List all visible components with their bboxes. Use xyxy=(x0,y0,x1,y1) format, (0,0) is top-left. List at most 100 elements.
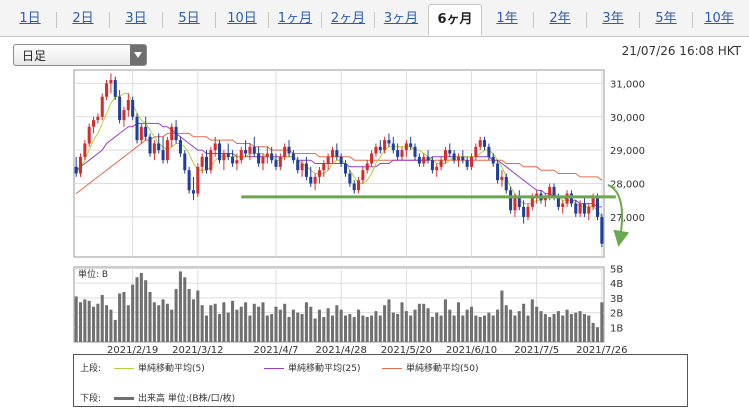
volume-bar xyxy=(209,305,213,342)
candle-body xyxy=(152,143,156,154)
candle-body xyxy=(587,206,591,214)
tab-2[interactable]: 3日 xyxy=(125,11,147,26)
candle-body xyxy=(361,170,365,181)
candle-body xyxy=(317,170,321,177)
volume-bar xyxy=(204,315,209,342)
volume-bar xyxy=(222,302,226,342)
volume-bar xyxy=(469,306,474,342)
candle-body xyxy=(430,160,434,171)
candle-body xyxy=(474,146,478,157)
volume-bar xyxy=(265,315,269,342)
volume-bar xyxy=(504,305,508,342)
tab-5[interactable]: 1ヶ月 xyxy=(277,11,313,26)
x-tick-label: 2021/3/12 xyxy=(172,345,223,356)
volume-bar xyxy=(287,317,291,342)
candle-body xyxy=(530,196,534,207)
candle-body xyxy=(226,153,230,157)
candle-body xyxy=(148,136,152,154)
tab-13[interactable]: 10年 xyxy=(704,11,734,26)
candle-body xyxy=(239,150,243,161)
candle-body xyxy=(543,196,547,201)
volume-bar xyxy=(526,315,530,342)
tab-10[interactable]: 2年 xyxy=(549,11,571,26)
candle-body xyxy=(204,156,209,171)
tab-divider xyxy=(374,12,375,28)
candle-body xyxy=(578,203,582,214)
legend-item-ma25: 単純移動平均(25) xyxy=(264,361,360,374)
candle-body xyxy=(500,176,504,181)
legend-lower-label: 下段: xyxy=(80,394,102,404)
volume-bar xyxy=(235,309,239,342)
legend-item-volume: 出来高 単位:(B株/口/枚) xyxy=(114,391,235,404)
candle-body xyxy=(300,163,304,171)
tab-3[interactable]: 5日 xyxy=(178,11,200,26)
candle-body xyxy=(548,186,552,197)
volume-bar xyxy=(578,311,582,342)
candle-body xyxy=(283,146,287,157)
candle-body xyxy=(170,126,174,141)
tab-11[interactable]: 3年 xyxy=(602,11,624,26)
volume-bar xyxy=(569,314,573,342)
volume-bar xyxy=(539,311,543,342)
volume-bar xyxy=(92,306,96,342)
tab-8[interactable]: 6ヶ月 xyxy=(428,4,482,36)
legend-swatch-ma50 xyxy=(382,368,402,369)
legend-ma5-label: 単純移動平均(5) xyxy=(138,364,205,374)
candle-body xyxy=(443,150,447,161)
tab-4[interactable]: 10日 xyxy=(227,11,257,26)
tab-0[interactable]: 1日 xyxy=(19,11,41,26)
volume-bar xyxy=(200,305,204,342)
volume-bar xyxy=(304,302,308,342)
volume-bar xyxy=(326,308,330,342)
tab-9[interactable]: 1年 xyxy=(496,11,518,26)
interval-select[interactable]: 日足 xyxy=(13,44,147,66)
candle-body xyxy=(139,126,143,141)
candle-body xyxy=(113,80,117,97)
tab-12[interactable]: 5年 xyxy=(655,11,677,26)
interval-select-value: 日足 xyxy=(22,49,47,63)
volume-bar xyxy=(509,309,513,342)
legend-volume-label: 出来高 単位:(B株/口/枚) xyxy=(138,394,236,404)
tab-1[interactable]: 2日 xyxy=(72,11,94,26)
tab-divider xyxy=(692,12,693,28)
candle-body xyxy=(326,156,330,164)
tab-divider xyxy=(321,12,322,28)
candle-body xyxy=(200,156,204,167)
volume-bar xyxy=(522,303,526,342)
candle-body xyxy=(456,156,460,161)
volume-bar xyxy=(300,314,304,342)
price-tick-label: 28,000 xyxy=(610,180,645,191)
chart-legend: 上段: 単純移動平均(5) 単純移動平均(25) 単純移動平均(50) 下段: … xyxy=(73,354,688,407)
candle-body xyxy=(105,83,109,97)
candle-body xyxy=(374,146,378,154)
candle-body xyxy=(165,140,169,161)
candle-body xyxy=(535,193,539,197)
candle-body xyxy=(144,126,148,137)
volume-bar xyxy=(109,309,113,342)
volume-bar xyxy=(122,292,126,342)
volume-bar xyxy=(213,303,217,342)
volume-bar xyxy=(322,317,326,342)
volume-bar xyxy=(374,311,378,342)
volume-bar xyxy=(443,299,447,342)
candle-body xyxy=(261,156,265,164)
candle-body xyxy=(378,146,382,151)
candle-body xyxy=(396,150,400,157)
chevron-down-icon[interactable] xyxy=(130,45,146,65)
volume-bar xyxy=(439,315,443,342)
volume-bar xyxy=(535,306,539,342)
volume-bar xyxy=(113,319,117,342)
tab-7[interactable]: 3ヶ月 xyxy=(383,11,419,26)
volume-bar xyxy=(126,305,130,342)
legend-item-ma50: 単純移動平均(50) xyxy=(382,361,478,374)
candle-body xyxy=(218,143,222,161)
candle-body xyxy=(391,143,395,151)
volume-bar xyxy=(161,299,165,342)
volume-bar xyxy=(157,305,161,342)
candle-body xyxy=(187,170,191,191)
volume-bar xyxy=(491,315,495,342)
volume-bar xyxy=(561,315,565,342)
tab-6[interactable]: 2ヶ月 xyxy=(330,11,366,26)
x-tick-label: 2021/4/28 xyxy=(316,345,367,356)
volume-bar xyxy=(452,315,456,342)
